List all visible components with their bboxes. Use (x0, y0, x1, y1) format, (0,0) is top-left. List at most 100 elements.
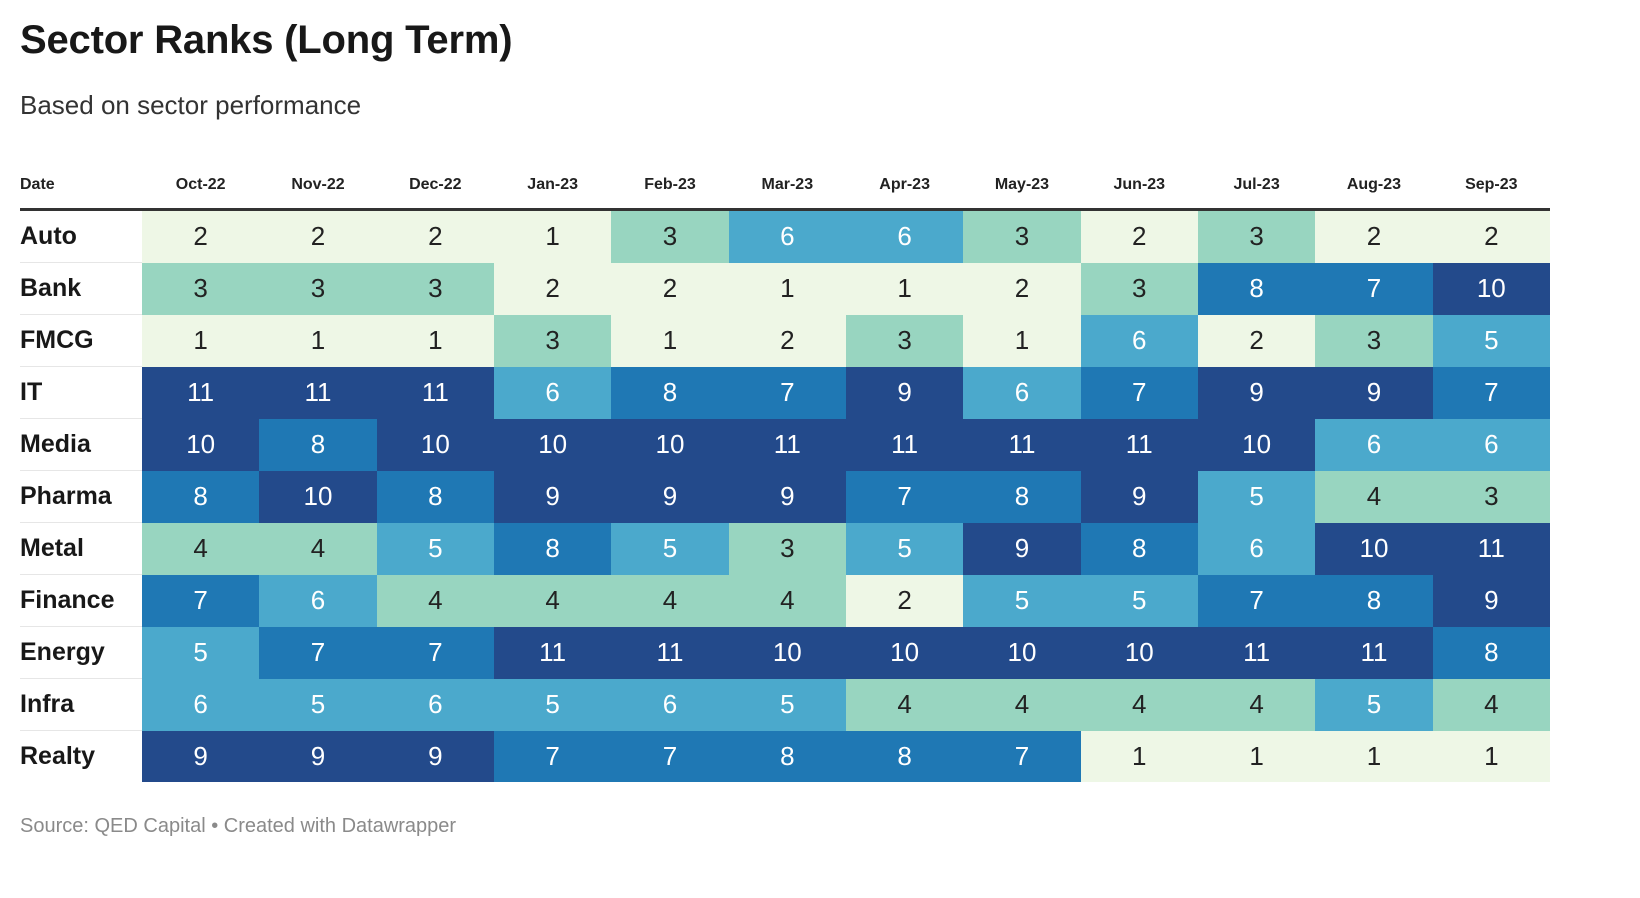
heatmap-cell: 1 (259, 314, 377, 367)
column-header: Jul-23 (1197, 162, 1316, 211)
heatmap-cell: 10 (1080, 626, 1198, 679)
heatmap-cell: 10 (1315, 522, 1433, 575)
heatmap-cell: 9 (259, 730, 377, 782)
heatmap-cell: 9 (142, 730, 260, 782)
heatmap-cell: 1 (611, 314, 729, 367)
heatmap-cell: 10 (963, 626, 1081, 679)
heatmap-cell: 10 (259, 470, 377, 523)
column-header: Apr-23 (845, 162, 964, 211)
heatmap-cell: 4 (1080, 678, 1198, 731)
table-row: Media 10 8 10 10 10 11 11 11 11 10 6 6 (20, 418, 1550, 471)
heatmap-cell: 7 (142, 574, 260, 627)
heatmap-cell: 11 (1432, 522, 1550, 575)
heatmap-cell: 3 (1432, 470, 1550, 523)
column-header: Aug-23 (1315, 162, 1433, 211)
heatmap-cell: 3 (845, 314, 964, 367)
table-row: Finance 7 6 4 4 4 4 2 5 5 7 8 9 (20, 574, 1550, 627)
heatmap-cell: 4 (845, 678, 964, 731)
heatmap-cell: 8 (142, 470, 260, 523)
heatmap-cell: 4 (611, 574, 729, 627)
heatmap-cell: 3 (1080, 262, 1198, 315)
heatmap-cell: 1 (1197, 730, 1316, 782)
heatmap-cell: 6 (493, 366, 612, 419)
heatmap-cell: 3 (376, 262, 494, 315)
heatmap-cell: 11 (259, 366, 377, 419)
column-header: Feb-23 (611, 162, 729, 211)
row-label: Infra (20, 678, 142, 731)
heatmap-cell: 7 (493, 730, 612, 782)
heatmap-cell: 5 (728, 678, 846, 731)
heatmap-cell: 6 (1197, 522, 1316, 575)
heatmap-cell: 4 (1197, 678, 1316, 731)
heatmap-cell: 9 (1432, 574, 1550, 627)
column-header: Dec-22 (376, 162, 494, 211)
heatmap-cell: 11 (1197, 626, 1316, 679)
heatmap-cell: 4 (1432, 678, 1550, 731)
row-label: IT (20, 366, 142, 419)
table-row: Infra 6 5 6 5 6 5 4 4 4 4 5 4 (20, 678, 1550, 731)
column-header: Jun-23 (1080, 162, 1198, 211)
heatmap-cell: 6 (845, 209, 964, 263)
heatmap-cell: 11 (142, 366, 260, 419)
heatmap-cell: 5 (1080, 574, 1198, 627)
heatmap-cell: 4 (376, 574, 494, 627)
heatmap-cell: 1 (845, 262, 964, 315)
heatmap-cell: 8 (845, 730, 964, 782)
heatmap-cell: 7 (611, 730, 729, 782)
heatmap-cell: 8 (963, 470, 1081, 523)
heatmap-cell: 9 (493, 470, 612, 523)
heatmap-cell: 4 (493, 574, 612, 627)
heatmap-cell: 5 (259, 678, 377, 731)
heatmap-cell: 4 (259, 522, 377, 575)
heatmap-cell: 8 (493, 522, 612, 575)
heatmap-cell: 10 (1432, 262, 1550, 315)
heatmap-cell: 8 (259, 418, 377, 471)
heatmap-cell: 3 (728, 522, 846, 575)
heatmap-cell: 4 (142, 522, 260, 575)
heatmap-cell: 9 (1080, 470, 1198, 523)
heatmap-cell: 3 (142, 262, 260, 315)
table-row: Pharma 8 10 8 9 9 9 7 8 9 5 4 3 (20, 470, 1550, 523)
table-header: Date Oct-22 Nov-22 Dec-22 Jan-23 Feb-23 Mar-2… (20, 162, 1550, 211)
heatmap-cell: 2 (611, 262, 729, 315)
column-header: May-23 (963, 162, 1081, 211)
heatmap-cell: 5 (963, 574, 1081, 627)
row-label: Media (20, 418, 142, 471)
heatmap-cell: 2 (728, 314, 846, 367)
heatmap-cell: 5 (845, 522, 964, 575)
heatmap-cell: 7 (1315, 262, 1433, 315)
chart-title: Sector Ranks (Long Term) (20, 18, 513, 62)
heatmap-cell: 9 (1197, 366, 1316, 419)
heatmap-cell: 8 (728, 730, 846, 782)
table-row: Realty 9 9 9 7 7 8 8 7 1 1 1 1 (20, 730, 1550, 782)
heatmap-cell: 7 (1432, 366, 1550, 419)
heatmap-table-container: Date Oct-22 Nov-22 Dec-22 Jan-23 Feb-23 Mar-2… (20, 162, 1550, 782)
heatmap-cell: 5 (1197, 470, 1316, 523)
heatmap-cell: 7 (963, 730, 1081, 782)
row-label: Pharma (20, 470, 142, 523)
row-label: Bank (20, 262, 142, 315)
heatmap-cell: 2 (1080, 209, 1198, 263)
heatmap-cell: 10 (376, 418, 494, 471)
table-row: Metal 4 4 5 8 5 3 5 9 8 6 10 11 (20, 522, 1550, 575)
column-header: Nov-22 (259, 162, 377, 211)
heatmap-cell: 7 (259, 626, 377, 679)
heatmap-cell: 8 (1197, 262, 1316, 315)
heatmap-cell: 3 (1315, 314, 1433, 367)
heatmap-cell: 9 (1315, 366, 1433, 419)
heatmap-cell: 8 (1080, 522, 1198, 575)
heatmap-cell: 8 (611, 366, 729, 419)
header-row: Date Oct-22 Nov-22 Dec-22 Jan-23 Feb-23 Mar-2… (20, 162, 1550, 211)
heatmap-cell: 2 (963, 262, 1081, 315)
heatmap-cell: 7 (845, 470, 964, 523)
heatmap-cell: 7 (728, 366, 846, 419)
heatmap-cell: 6 (963, 366, 1081, 419)
heatmap-cell: 1 (493, 209, 612, 263)
table-row: FMCG 1 1 1 3 1 2 3 1 6 2 3 5 (20, 314, 1550, 367)
heatmap-cell: 6 (611, 678, 729, 731)
heatmap-cell: 2 (1197, 314, 1316, 367)
heatmap-cell: 3 (611, 209, 729, 263)
heatmap-cell: 2 (1432, 209, 1550, 263)
heatmap-cell: 8 (1432, 626, 1550, 679)
heatmap-cell: 6 (259, 574, 377, 627)
